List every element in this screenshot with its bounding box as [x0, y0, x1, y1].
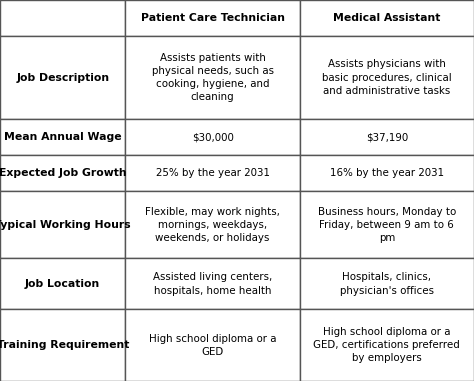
Bar: [0, 36, 126, 119]
Bar: [0, 155, 126, 191]
Bar: [0, 258, 126, 309]
Bar: [0, 309, 126, 381]
Text: High school diploma or a
GED: High school diploma or a GED: [149, 334, 276, 357]
Bar: [126, 155, 300, 191]
Bar: [0, 119, 126, 155]
Bar: [300, 119, 474, 155]
Text: 25% by the year 2031: 25% by the year 2031: [155, 168, 270, 178]
Bar: [126, 0, 300, 36]
Text: 16% by the year 2031: 16% by the year 2031: [330, 168, 444, 178]
Text: Medical Assistant: Medical Assistant: [333, 13, 440, 23]
Text: Job Location: Job Location: [25, 279, 100, 289]
Bar: [126, 119, 300, 155]
Text: Job Description: Job Description: [16, 73, 109, 83]
Bar: [126, 36, 300, 119]
Bar: [126, 309, 300, 381]
Text: Mean Annual Wage: Mean Annual Wage: [4, 132, 121, 142]
Text: Assists patients with
physical needs, such as
cooking, hygiene, and
cleaning: Assists patients with physical needs, su…: [152, 53, 273, 102]
Text: Business hours, Monday to
Friday, between 9 am to 6
pm: Business hours, Monday to Friday, betwee…: [318, 207, 456, 243]
Text: High school diploma or a
GED, certifications preferred
by employers: High school diploma or a GED, certificat…: [313, 327, 460, 363]
Text: Training Requirement: Training Requirement: [0, 340, 129, 350]
Bar: [126, 258, 300, 309]
Text: Assists physicians with
basic procedures, clinical
and administrative tasks: Assists physicians with basic procedures…: [322, 59, 452, 96]
Bar: [300, 258, 474, 309]
Text: Typical Working Hours: Typical Working Hours: [0, 220, 131, 230]
Bar: [300, 191, 474, 258]
Text: Flexible, may work nights,
mornings, weekdays,
weekends, or holidays: Flexible, may work nights, mornings, wee…: [145, 207, 280, 243]
Bar: [126, 191, 300, 258]
Text: $30,000: $30,000: [191, 132, 234, 142]
Text: Hospitals, clinics,
physician's offices: Hospitals, clinics, physician's offices: [340, 272, 434, 296]
Text: Patient Care Technician: Patient Care Technician: [141, 13, 284, 23]
Text: Assisted living centers,
hospitals, home health: Assisted living centers, hospitals, home…: [153, 272, 272, 296]
Bar: [300, 155, 474, 191]
Bar: [300, 0, 474, 36]
Bar: [300, 36, 474, 119]
Bar: [0, 191, 126, 258]
Text: Expected Job Growth: Expected Job Growth: [0, 168, 127, 178]
Bar: [0, 0, 126, 36]
Text: $37,190: $37,190: [366, 132, 408, 142]
Bar: [300, 309, 474, 381]
